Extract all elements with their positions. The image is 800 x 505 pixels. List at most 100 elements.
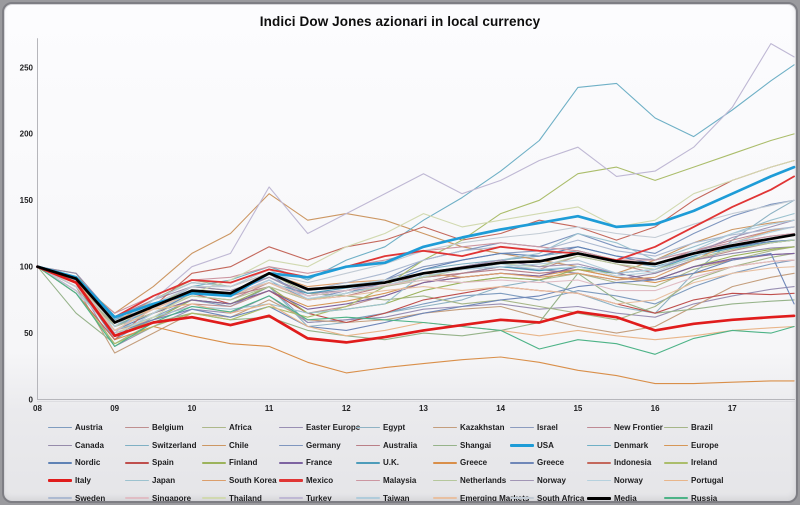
legend-label: Russia xyxy=(691,493,718,503)
legend-label: Easter Europe xyxy=(306,423,361,433)
legend-swatch xyxy=(587,496,611,500)
legend-item-france: France xyxy=(279,458,356,467)
legend-label: Greece xyxy=(460,458,488,468)
legend-label: Italy xyxy=(75,476,92,486)
legend-label: France xyxy=(306,458,333,468)
legend-swatch xyxy=(433,462,457,464)
legend-swatch xyxy=(279,444,303,447)
series-line-greece xyxy=(36,266,795,385)
y-tick-label: 200 xyxy=(20,130,34,139)
series-line-usa xyxy=(36,165,796,319)
legend-label: Mexico xyxy=(306,476,334,486)
legend-item-malaysia: Malaysia xyxy=(356,476,433,485)
legend-label: Emerging Markets xyxy=(460,493,530,503)
legend-label: Japan xyxy=(152,476,176,486)
legend-swatch xyxy=(279,479,303,482)
x-tick-label: 14 xyxy=(496,404,505,413)
legend-label: Turkey xyxy=(306,493,332,503)
legend-swatch xyxy=(48,497,72,499)
legend-swatch xyxy=(48,444,72,447)
legend-label: Shangai xyxy=(460,440,492,450)
legend-item-chile: Chile xyxy=(202,441,279,450)
y-tick-label: 50 xyxy=(24,329,33,338)
legend-label: Ireland xyxy=(691,458,718,468)
legend-item-italy: Italy xyxy=(48,476,125,485)
legend-item-indonesia: Indonesia xyxy=(587,458,664,467)
legend-item-usa: USA xyxy=(510,441,587,450)
legend-item-russia: Russia xyxy=(664,493,741,503)
legend-item-sweden: Sweden xyxy=(48,494,125,501)
legend-swatch xyxy=(510,427,534,429)
legend-item-egypt: Egypt xyxy=(356,423,433,432)
legend-swatch xyxy=(125,462,149,464)
legend-swatch xyxy=(279,427,303,429)
legend-swatch xyxy=(279,462,303,464)
legend-swatch xyxy=(356,427,380,429)
legend-item-taiwan: Taiwan xyxy=(356,494,433,501)
legend-label: Europe xyxy=(691,440,719,450)
legend-item-portugal: Portugal xyxy=(664,476,741,485)
legend-item-brazil: Brazil xyxy=(664,423,741,432)
legend-swatch xyxy=(433,444,457,447)
y-tick-label: 0 xyxy=(29,395,34,404)
legend-label: Nordic xyxy=(75,458,101,468)
legend-label: Thailand xyxy=(229,493,262,503)
legend-label: Belgium xyxy=(152,423,184,433)
legend-swatch xyxy=(433,479,457,482)
legend-label: Austria xyxy=(75,423,103,433)
legend-swatch xyxy=(510,462,534,464)
legend-item-japan: Japan xyxy=(125,476,202,485)
legend-label: Kazakhstan xyxy=(460,423,505,433)
legend-swatch xyxy=(664,497,688,499)
legend-swatch xyxy=(48,427,72,429)
series-line-norway xyxy=(36,226,795,337)
legend-item-ireland: Ireland xyxy=(664,458,741,467)
legend-swatch xyxy=(510,479,534,482)
legend-swatch xyxy=(433,427,457,429)
legend-label: South Korea xyxy=(229,476,277,486)
legend-swatch xyxy=(587,427,611,429)
legend-label: Chile xyxy=(229,440,249,450)
legend-swatch xyxy=(664,444,688,447)
legend-swatch xyxy=(664,462,688,464)
y-tick-label: 150 xyxy=(20,196,34,205)
chart-legend: Austria Belgium Africa Easter Europe Egypt Ka… xyxy=(48,419,741,503)
legend-item-netherlands: Netherlands xyxy=(433,476,510,485)
legend-swatch xyxy=(202,462,226,464)
legend-label: USA xyxy=(537,440,554,450)
legend-swatch xyxy=(125,444,149,447)
series-line-thailand xyxy=(36,159,795,334)
chart-title: Indici Dow Jones azionari in local curre… xyxy=(259,14,541,29)
legend-item-africa: Africa xyxy=(202,423,279,432)
series-line-indonesia xyxy=(36,159,795,341)
legend-item-finland: Finland xyxy=(202,458,279,467)
series-line-greece xyxy=(36,252,795,334)
legend-label: Malaysia xyxy=(383,476,417,486)
legend-swatch xyxy=(433,497,457,499)
legend-label: South Africa xyxy=(537,493,585,503)
series-line-media xyxy=(36,233,796,324)
legend-item-australia: Australia xyxy=(356,441,433,450)
legend-label: Greece xyxy=(537,458,565,468)
legend-swatch xyxy=(202,427,226,429)
legend-item-belgium: Belgium xyxy=(125,423,202,432)
legend-label: Spain xyxy=(152,458,174,468)
legend-item-turkey: Turkey xyxy=(279,493,356,503)
legend-label: Netherlands xyxy=(460,476,507,486)
legend-item-denmark: Denmark xyxy=(587,441,664,450)
legend-item-switzerland: Switzerland xyxy=(125,441,202,450)
legend-label: Portugal xyxy=(691,476,724,486)
legend-item-kazakhstan: Kazakhstan xyxy=(433,423,510,432)
x-tick-label: 11 xyxy=(265,404,274,413)
legend-item-germany: Germany xyxy=(279,441,356,450)
legend-item-israel: Israel xyxy=(510,423,587,432)
legend-item-norway: Norway xyxy=(510,476,587,485)
legend-item-canada: Canada xyxy=(48,441,125,450)
x-tick-label: 10 xyxy=(187,404,196,413)
legend-label: Norway xyxy=(537,476,566,486)
legend-item-nordic: Nordic xyxy=(48,458,125,467)
legend-swatch xyxy=(664,479,688,482)
legend-swatch xyxy=(48,479,72,483)
legend-item-norway: Norway xyxy=(587,476,664,485)
